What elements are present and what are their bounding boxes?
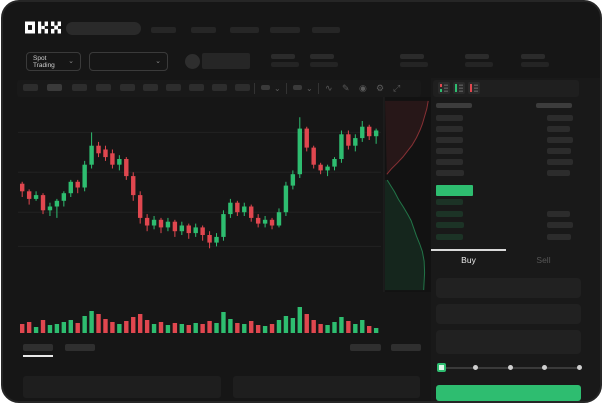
interval-button-7[interactable] [166, 84, 181, 91]
buy-tab-indicator [431, 249, 506, 251]
interval-button-9[interactable] [212, 84, 227, 91]
settings-gear-icon[interactable]: ⚙ [376, 83, 385, 93]
bid-row-price[interactable] [436, 233, 463, 240]
candlestick-chart[interactable] [3, 2, 602, 401]
tab-sell[interactable]: Sell [536, 255, 551, 265]
interval-button-8[interactable] [189, 84, 204, 91]
chart-type-icon[interactable] [261, 85, 270, 90]
ask-row-amount[interactable] [547, 148, 571, 154]
stat-label-2 [310, 54, 334, 59]
bottom-tab-active[interactable] [23, 344, 53, 351]
chevron-down-icon[interactable]: ⌄ [274, 84, 281, 93]
nav-item-5[interactable] [312, 27, 340, 33]
okx-logo[interactable] [25, 21, 61, 34]
total-field[interactable] [436, 330, 581, 354]
slider-step-dot[interactable] [507, 365, 513, 370]
stat-value-1 [271, 62, 299, 67]
interval-button-6[interactable] [143, 84, 158, 91]
stat-value-5 [521, 62, 549, 67]
nav-item-4[interactable] [270, 27, 300, 33]
ask-row-amount[interactable] [547, 170, 570, 176]
ask-row-amount[interactable] [547, 159, 573, 165]
bid-row-amount[interactable] [547, 222, 573, 228]
ask-row-price[interactable] [436, 137, 463, 143]
interval-button-5[interactable] [120, 84, 135, 91]
tab-buy[interactable]: Buy [461, 255, 476, 265]
stat-label-4 [465, 54, 489, 59]
bottom-tab-2[interactable] [65, 344, 95, 351]
bottom-tab-right-1[interactable] [350, 344, 381, 351]
bottom-tab-active-underline [23, 355, 53, 357]
buy-button[interactable] [436, 385, 581, 401]
orderbook-view-bids-icon[interactable] [453, 82, 465, 94]
indicator-icon[interactable] [293, 85, 302, 90]
toolbar-separator [318, 83, 319, 94]
wave-icon[interactable]: ∿ [325, 83, 333, 93]
stat-label-3 [400, 54, 424, 59]
chevron-down-icon[interactable]: ⌄ [306, 84, 313, 93]
camera-icon[interactable]: ◉ [359, 83, 367, 93]
ask-row-price[interactable] [436, 115, 463, 121]
amount-field[interactable] [436, 304, 581, 324]
toolbar-separator [286, 83, 287, 94]
bid-row-amount[interactable] [547, 210, 570, 217]
slider-handle[interactable] [436, 363, 446, 372]
stat-label-1 [271, 54, 295, 59]
stat-value-3 [400, 62, 428, 67]
bid-row-price[interactable] [436, 199, 463, 205]
ask-row-amount[interactable] [547, 137, 573, 143]
orders-table-placeholder-2 [233, 376, 420, 398]
price-field[interactable] [436, 278, 581, 298]
search-input[interactable] [66, 22, 141, 35]
ask-row-price[interactable] [436, 159, 463, 165]
chevron-down-icon: ⌄ [155, 58, 161, 65]
stat-value-2 [310, 62, 338, 67]
coin-avatar [185, 54, 200, 69]
bid-row-price[interactable] [436, 210, 463, 217]
slider-step-dot[interactable] [542, 365, 547, 370]
bottom-tab-right-2[interactable] [391, 344, 421, 351]
toolbar-separator [254, 83, 255, 94]
nav-item-3[interactable] [230, 27, 259, 33]
ask-row-amount[interactable] [547, 115, 573, 121]
ask-row-price[interactable] [436, 170, 464, 176]
interval-button-2[interactable] [47, 84, 62, 91]
draw-icon[interactable]: ✎ [342, 83, 350, 93]
slider-step-dot[interactable] [473, 365, 478, 370]
nav-item-1[interactable] [151, 27, 176, 33]
last-price-badge[interactable] [436, 185, 473, 196]
bid-row-amount[interactable] [547, 233, 571, 240]
slider-step-dot[interactable] [576, 365, 582, 370]
interval-button-3[interactable] [72, 84, 87, 91]
nav-item-2[interactable] [191, 27, 216, 33]
ask-row-price[interactable] [436, 126, 463, 132]
ask-row-price[interactable] [436, 148, 463, 154]
orders-table-placeholder-1 [23, 376, 221, 398]
last-price-placeholder [202, 53, 250, 69]
interval-button-4[interactable] [96, 84, 111, 91]
interval-button-10[interactable] [235, 84, 250, 91]
ask-row-amount[interactable] [547, 126, 570, 132]
orderbook-view-combined-icon[interactable] [438, 82, 450, 94]
orderbook-header-price [436, 103, 472, 108]
fullscreen-icon[interactable]: ⤢ [393, 83, 401, 93]
pair-select[interactable]: ⌄ [89, 52, 168, 71]
stat-label-5 [521, 54, 545, 59]
orderbook-view-asks-icon[interactable] [468, 82, 480, 94]
stat-value-4 [465, 62, 493, 67]
interval-button-1[interactable] [23, 84, 38, 91]
market-type-select[interactable]: Spot Trading ⌄ [26, 52, 81, 71]
market-type-label: Spot Trading [33, 54, 55, 69]
bid-row-price[interactable] [436, 222, 464, 228]
orderbook-header-amount [536, 103, 572, 108]
chevron-down-icon: ⌄ [68, 58, 74, 65]
